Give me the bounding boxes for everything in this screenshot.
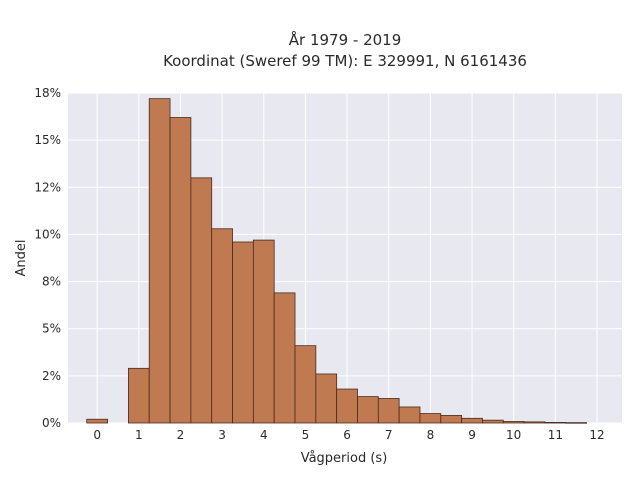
- y-tick-label: 15%: [34, 133, 61, 147]
- x-tick-label: 1: [135, 428, 143, 442]
- x-tick-label: 2: [177, 428, 185, 442]
- histogram-bar: [440, 415, 463, 424]
- histogram-bar: [357, 396, 379, 424]
- histogram-bar: [502, 421, 525, 424]
- histogram-bar: [482, 419, 504, 424]
- x-tick-label: 11: [548, 428, 563, 442]
- histogram-bar: [294, 345, 317, 424]
- histogram-bar: [377, 398, 400, 424]
- x-tick-label: 12: [589, 428, 604, 442]
- x-tick-label: 5: [302, 428, 310, 442]
- histogram-bar: [211, 228, 233, 424]
- histogram-bar: [169, 117, 192, 424]
- x-tick-label: 8: [427, 428, 435, 442]
- histogram-bar: [190, 177, 213, 424]
- histogram-bar: [336, 388, 358, 424]
- y-tick-label: 12%: [34, 180, 61, 194]
- histogram-bar: [419, 413, 442, 424]
- histogram-bar: [565, 422, 587, 424]
- y-tick-label: 5%: [42, 322, 61, 336]
- histogram-bar: [398, 406, 421, 424]
- x-tick-label: 10: [506, 428, 521, 442]
- histogram-bar: [273, 292, 296, 424]
- y-axis-label: Andel: [14, 240, 29, 277]
- histogram-bar: [232, 241, 254, 424]
- y-axis-ticks: 0% 2% 5% 8% 10% 12% 15% 18%: [34, 86, 61, 430]
- histogram-bar: [523, 421, 546, 424]
- histogram-bar: [148, 98, 171, 424]
- x-axis-label: Vågperiod (s): [301, 451, 388, 466]
- y-tick-label: 8%: [42, 275, 61, 289]
- histogram-bar: [315, 373, 338, 424]
- histogram-bar: [127, 367, 150, 424]
- chart-title-line-1: År 1979 - 2019: [289, 30, 402, 49]
- y-tick-label: 10%: [34, 227, 61, 241]
- x-tick-label: 7: [385, 428, 393, 442]
- histogram-bar: [252, 239, 275, 424]
- x-tick-label: 0: [93, 428, 101, 442]
- y-tick-label: 0%: [42, 416, 61, 430]
- x-tick-label: 4: [260, 428, 268, 442]
- chart-title-line-2: Koordinat (Sweref 99 TM): E 329991, N 61…: [163, 52, 527, 70]
- bars: [86, 98, 587, 424]
- histogram-bar: [86, 418, 108, 424]
- x-tick-label: 3: [218, 428, 226, 442]
- y-tick-label: 18%: [34, 86, 61, 100]
- x-tick-label: 9: [468, 428, 476, 442]
- x-axis-ticks: 0 1 2 3 4 5 6 7 8 9 10 11 12: [93, 428, 604, 442]
- x-tick-label: 6: [343, 428, 351, 442]
- y-tick-label: 2%: [42, 369, 61, 383]
- histogram-bar: [544, 422, 567, 424]
- histogram-bar: [461, 417, 483, 424]
